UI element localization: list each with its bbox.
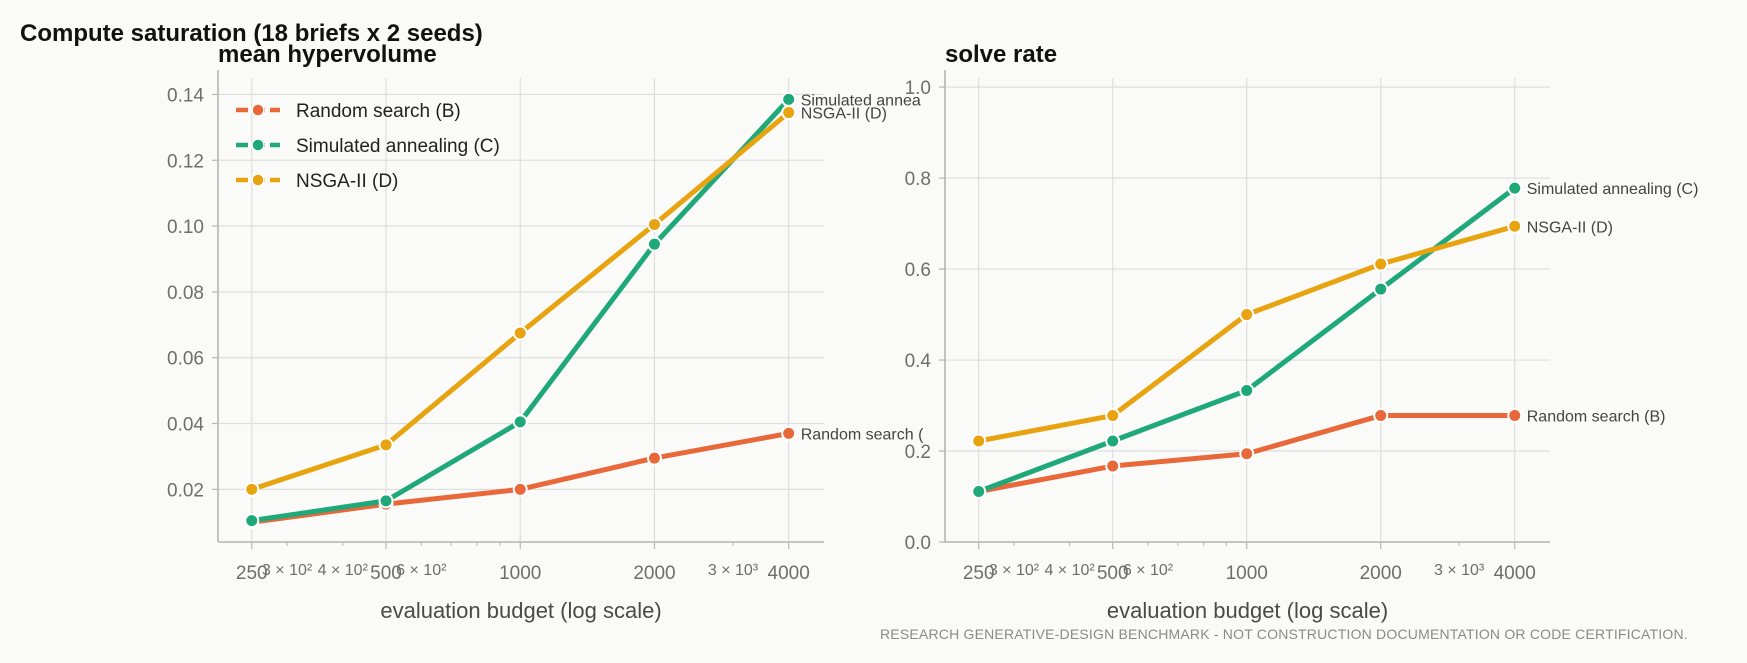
- data-point: [1239, 307, 1255, 323]
- data-point: [1105, 408, 1121, 424]
- legend-label: Random search (B): [296, 101, 461, 122]
- x-tick-label: 500: [1097, 563, 1129, 584]
- y-tick-label: 0.4: [905, 351, 932, 372]
- series-end-label: NSGA-II (D): [801, 106, 887, 123]
- x-minor-tick-label: 6 × 10²: [1123, 562, 1174, 579]
- x-minor-tick-label: 4 × 10²: [318, 562, 369, 579]
- series-end-label: Random search (: [801, 426, 924, 443]
- series-end-label: Random search (B): [1527, 409, 1666, 426]
- y-tick-label: 0.10: [167, 217, 204, 238]
- series-end-label: Simulated annea: [801, 92, 921, 109]
- data-point: [646, 236, 662, 252]
- data-point: [244, 513, 260, 529]
- x-minor-tick-label: 3 × 10³: [1434, 562, 1485, 579]
- data-point: [1373, 256, 1389, 272]
- y-tick-label: 0.14: [167, 85, 204, 106]
- data-point: [512, 481, 528, 497]
- legend-marker: [251, 138, 265, 152]
- x-minor-tick-label: 3 × 10²: [989, 562, 1040, 579]
- y-tick-label: 0.12: [167, 151, 204, 172]
- x-tick-label: 4000: [1494, 563, 1536, 584]
- data-point: [1373, 408, 1389, 424]
- data-point: [646, 450, 662, 466]
- x-tick-label: 4000: [768, 563, 810, 584]
- data-point: [1373, 281, 1389, 297]
- x-tick-label: 500: [370, 563, 402, 584]
- y-tick-label: 0.08: [167, 283, 204, 304]
- data-point: [646, 216, 662, 232]
- x-tick-label: 250: [236, 563, 268, 584]
- x-minor-tick-label: 4 × 10²: [1044, 562, 1095, 579]
- y-tick-label: 0.04: [167, 415, 204, 436]
- y-tick-label: 0.0: [905, 533, 931, 554]
- data-point: [1507, 180, 1523, 196]
- data-point: [1105, 433, 1121, 449]
- x-minor-tick-label: 3 × 10²: [262, 562, 313, 579]
- y-tick-label: 0.8: [905, 169, 931, 190]
- x-tick-label: 250: [963, 563, 995, 584]
- y-tick-label: 0.02: [167, 480, 204, 501]
- series-end-label: Simulated annealing (C): [1527, 181, 1699, 198]
- y-tick-label: 0.06: [167, 349, 204, 370]
- x-tick-label: 2000: [1360, 563, 1402, 584]
- data-point: [1239, 383, 1255, 399]
- data-point: [244, 481, 260, 497]
- legend-label: NSGA-II (D): [296, 171, 398, 192]
- chart-title: mean hypervolume: [218, 41, 437, 68]
- legend-label: Simulated annealing (C): [296, 136, 500, 157]
- x-minor-tick-label: 6 × 10²: [396, 562, 447, 579]
- chart-title: solve rate: [945, 41, 1057, 68]
- legend-marker: [251, 103, 265, 117]
- data-point: [781, 425, 797, 441]
- data-point: [781, 105, 797, 121]
- x-tick-label: 1000: [1226, 563, 1268, 584]
- data-point: [1105, 458, 1121, 474]
- x-tick-label: 1000: [499, 563, 541, 584]
- y-tick-label: 0.2: [905, 442, 931, 463]
- x-axis-label: evaluation budget (log scale): [380, 598, 661, 623]
- data-point: [378, 437, 394, 453]
- x-tick-label: 2000: [633, 563, 675, 584]
- data-point: [971, 484, 987, 500]
- x-axis-label: evaluation budget (log scale): [1107, 598, 1388, 623]
- series-end-label: NSGA-II (D): [1527, 219, 1613, 236]
- data-point: [378, 493, 394, 509]
- data-point: [1507, 218, 1523, 234]
- data-point: [1239, 446, 1255, 462]
- footnote: RESEARCH GENERATIVE-DESIGN BENCHMARK - N…: [880, 626, 1688, 642]
- data-point: [512, 414, 528, 430]
- data-point: [512, 325, 528, 341]
- data-point: [1507, 408, 1523, 424]
- x-minor-tick-label: 3 × 10³: [708, 562, 759, 579]
- y-tick-label: 0.6: [905, 260, 931, 281]
- y-tick-label: 1.0: [905, 78, 931, 99]
- legend-marker: [251, 173, 265, 187]
- figure-title: Compute saturation (18 briefs x 2 seeds): [20, 20, 483, 47]
- data-point: [971, 433, 987, 449]
